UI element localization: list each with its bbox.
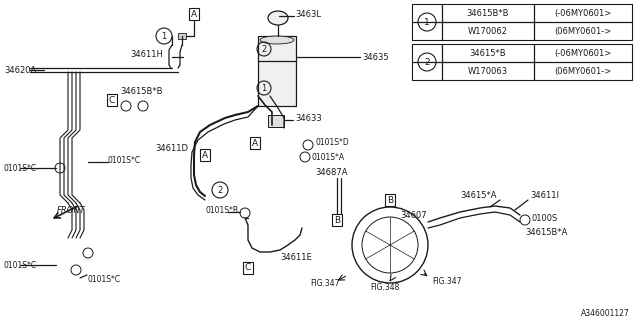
Text: 34615B*B: 34615B*B — [467, 9, 509, 18]
Text: C: C — [109, 95, 115, 105]
Text: A: A — [191, 10, 197, 19]
Text: 1: 1 — [261, 84, 267, 92]
Bar — [412, 4, 632, 40]
Text: A346001127: A346001127 — [581, 308, 630, 317]
Text: 2: 2 — [261, 44, 267, 53]
Text: 34633: 34633 — [295, 114, 322, 123]
Text: FRONT: FRONT — [57, 205, 86, 214]
Bar — [258, 36, 296, 106]
Text: 34607: 34607 — [400, 211, 427, 220]
Text: W170063: W170063 — [468, 67, 508, 76]
Text: 34635: 34635 — [362, 52, 388, 61]
Text: 2: 2 — [424, 58, 430, 67]
Text: 34687A: 34687A — [315, 167, 348, 177]
Text: 34611I: 34611I — [530, 190, 559, 199]
Text: FIG.347: FIG.347 — [432, 277, 461, 286]
Text: 1: 1 — [161, 31, 166, 41]
Text: 0101S*A: 0101S*A — [312, 153, 345, 162]
Text: 0100S: 0100S — [532, 213, 558, 222]
Text: C: C — [245, 263, 251, 273]
Text: FIG.347: FIG.347 — [310, 278, 339, 287]
Text: W170062: W170062 — [468, 27, 508, 36]
Text: 34615*A: 34615*A — [460, 190, 497, 199]
Text: 1: 1 — [424, 18, 430, 27]
Bar — [178, 33, 186, 39]
Text: 34611D: 34611D — [155, 143, 188, 153]
Ellipse shape — [260, 36, 294, 44]
Bar — [412, 44, 632, 80]
Text: A: A — [252, 139, 258, 148]
Text: 2: 2 — [218, 186, 223, 195]
Text: 3463L: 3463L — [295, 10, 321, 19]
Text: 0101S*C: 0101S*C — [4, 164, 37, 172]
Text: (-06MY0601>: (-06MY0601> — [554, 9, 612, 18]
Text: 0101S*C: 0101S*C — [4, 260, 37, 269]
Text: (-06MY0601>: (-06MY0601> — [554, 49, 612, 58]
Text: 34620A: 34620A — [4, 66, 36, 75]
Text: 0101S*D: 0101S*D — [315, 138, 349, 147]
Text: FIG.348: FIG.348 — [370, 283, 399, 292]
Text: B: B — [334, 215, 340, 225]
Bar — [268, 115, 284, 127]
Ellipse shape — [268, 11, 288, 25]
Text: (06MY0601->: (06MY0601-> — [554, 67, 612, 76]
Text: 34615*B: 34615*B — [470, 49, 506, 58]
Text: B: B — [387, 196, 393, 204]
Text: 0101S*B: 0101S*B — [206, 205, 239, 214]
Text: 34615B*A: 34615B*A — [525, 228, 568, 236]
Text: 34611H: 34611H — [130, 50, 163, 59]
Text: 34611E: 34611E — [280, 253, 312, 262]
Text: A: A — [202, 150, 208, 159]
Text: (06MY0601->: (06MY0601-> — [554, 27, 612, 36]
Text: 34615B*B: 34615B*B — [120, 86, 163, 95]
Text: 0101S*C: 0101S*C — [108, 156, 141, 164]
Text: 0101S*C: 0101S*C — [88, 276, 121, 284]
